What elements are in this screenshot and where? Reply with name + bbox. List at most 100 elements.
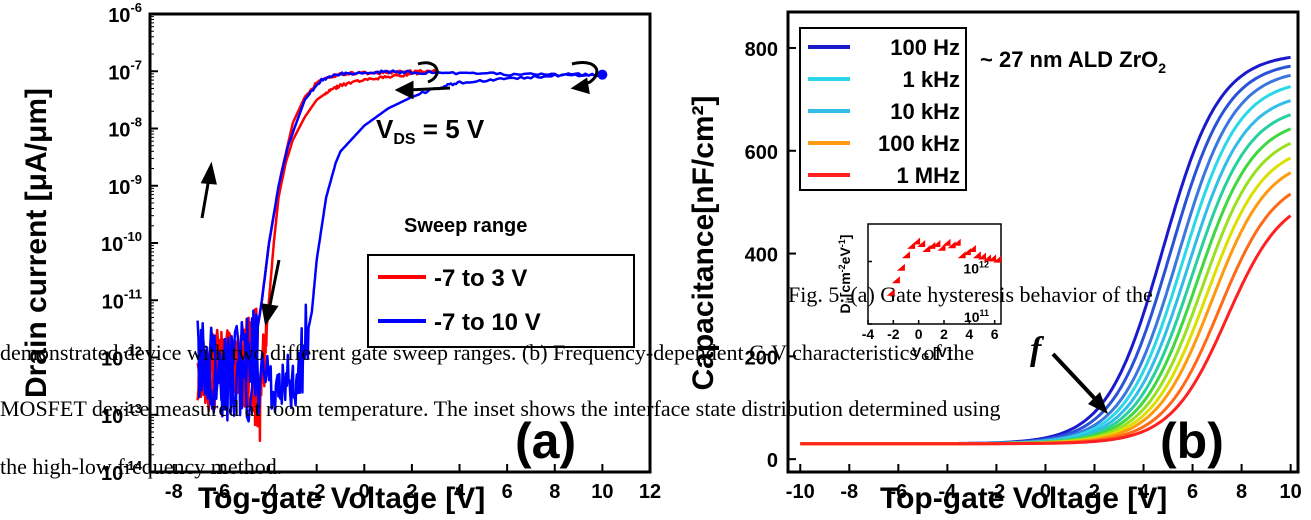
panel-a-x-tick-label: -6 xyxy=(213,481,231,503)
inset-points xyxy=(886,237,1002,296)
panel-a-x-ticks: -8 -6 -4 -2 0 2 4 6 8 10 12 xyxy=(165,464,661,503)
panel-a-x-tick-label: 0 xyxy=(359,481,370,503)
panel-a-x-tick-label: 4 xyxy=(454,481,466,503)
panel-a-y-tick-label: 10-7 xyxy=(108,57,142,84)
panel-b-legend: 100 Hz 1 kHz 10 kHz 100 kHz 1 MHz xyxy=(799,27,967,191)
panel-a-y-tick-label: 10-10 xyxy=(101,229,142,256)
inset-y-label: Dit[cm-2eV-1] xyxy=(837,235,856,314)
panel-a-x-label: Tog-gate Voltage [V] xyxy=(198,482,485,515)
inset-point xyxy=(957,251,966,259)
inset-y-tick-label: 1012 xyxy=(963,260,989,277)
panel-a-x-tick-label: 12 xyxy=(639,481,661,503)
inset-point xyxy=(886,288,895,296)
right-loop-arrow xyxy=(571,61,599,88)
panel-b-x-tick-label: -10 xyxy=(786,481,815,503)
inset-point xyxy=(952,238,961,246)
inset-point xyxy=(988,254,997,262)
panel-a-x-tick-label: 2 xyxy=(406,481,417,503)
mid-loop-arrow xyxy=(417,61,439,84)
inset-x-tick-label: 2 xyxy=(940,326,948,342)
panel-b-x-tick-label: -2 xyxy=(988,481,1006,503)
panel-a-y-tick-label: 10-13 xyxy=(101,401,142,428)
legend-box xyxy=(367,254,635,348)
panel-a-x-tick-label: -8 xyxy=(165,481,183,503)
frequency-arrow: f xyxy=(1030,331,1108,414)
panel-b-x-tick-label: 2 xyxy=(1089,481,1100,503)
inset-point xyxy=(962,248,971,256)
panel-b-legend-label: 1 MHz xyxy=(896,163,960,188)
panel-b-legend-label: 100 kHz xyxy=(878,131,960,156)
panel-b-x-tick-label: 4 xyxy=(1138,481,1150,503)
panel-a-y-tick-label: 10-11 xyxy=(102,286,142,313)
inset-point xyxy=(983,254,992,262)
panel-a-series-blue xyxy=(196,69,604,423)
down-arrow-shaft xyxy=(267,259,281,311)
panel-b-x-ticks: -10 -8 -6 -4 -2 0 2 4 6 8 10 xyxy=(786,464,1302,503)
panel-a-x-tick-label: -4 xyxy=(260,481,279,503)
panel-b-x-tick-label: 10 xyxy=(1280,481,1302,503)
inset-x-tick-label: -2 xyxy=(887,326,900,342)
inset-frame xyxy=(867,223,1002,325)
panel-b-y-tick-label: 600 xyxy=(745,142,778,164)
down-arrow-head xyxy=(261,303,279,326)
panel-b-y-tick-label: 200 xyxy=(745,347,778,369)
inset-point xyxy=(978,252,986,260)
inset-x-tick-label: -4 xyxy=(862,326,875,342)
inset-point xyxy=(947,241,956,249)
left-arrow-head xyxy=(394,80,414,100)
frequency-arrow-label: f xyxy=(1030,331,1045,368)
panel-a-y-tick-label: 10-12 xyxy=(101,344,142,371)
frequency-arrow-head xyxy=(1088,392,1108,414)
legend-label-red: -7 to 3 V xyxy=(434,265,527,292)
legend-label-blue: -7 to 10 V xyxy=(434,309,541,336)
vds-annotation: VDS = 5 V xyxy=(376,114,485,148)
inset-y-tick-label: 1011 xyxy=(964,308,989,325)
inset-point xyxy=(932,240,941,247)
panel-b-y-tick-label: 800 xyxy=(745,39,778,61)
panel-b-series xyxy=(800,55,1292,446)
panel-a-legend: -7 to 3 V -7 to 10 V xyxy=(367,254,635,348)
panel-b-y-label: Capacitance[nF/cm²] xyxy=(687,95,720,390)
panel-b-x-tick-label: 6 xyxy=(1187,481,1198,503)
panel-a-y-tick-label: 10-8 xyxy=(108,115,142,142)
left-arrow-shaft xyxy=(407,86,451,92)
panel-b-legend-label: 100 Hz xyxy=(890,35,960,60)
inset-point xyxy=(922,245,931,252)
panel-b-label: (b) xyxy=(1160,413,1224,469)
panel-b-y-tick-label: 0 xyxy=(767,450,778,472)
up-arrow-shaft xyxy=(200,177,211,219)
oxide-annotation: ~ 27 nm ALD ZrO2 xyxy=(980,47,1166,76)
inset-point xyxy=(917,240,926,247)
panel-b-x-tick-label: 0 xyxy=(1040,481,1051,503)
inset-point xyxy=(993,255,1002,263)
panel-b-legend-label: 10 kHz xyxy=(890,99,960,124)
panel-b-frame xyxy=(786,10,1300,474)
panel-a-y-tick-label: 10-9 xyxy=(108,172,142,199)
panel-a-x-tick-label: 6 xyxy=(502,481,513,503)
panel-a-label: (a) xyxy=(515,413,576,469)
blue-sweep-endpoint xyxy=(597,69,608,80)
inset-x-tick-label: 4 xyxy=(965,326,973,342)
legend-title: Sweep range xyxy=(404,215,527,237)
panel-a-y-label: Drain current [μA/μm] xyxy=(20,88,53,398)
panel-b-y-ticks: 0 200 400 600 800 xyxy=(745,39,796,472)
panel-a-y-tick-label: 10-14 xyxy=(101,458,143,485)
panel-b-x-tick-label: 8 xyxy=(1236,481,1247,503)
panel-a-series xyxy=(196,68,608,443)
panel-b-y-tick-label: 400 xyxy=(745,245,778,267)
inset-point xyxy=(942,238,951,246)
frequency-arrow-shaft xyxy=(1051,352,1100,404)
panel-b-x-tick-label: -8 xyxy=(840,481,858,503)
panel-b-legend-label: 1 kHz xyxy=(903,67,960,92)
panel-a-y-ticks: 10-14 10-13 10-12 10-11 10-10 10-9 10-8 10-7 10-… xyxy=(101,0,158,485)
sweep-arrows xyxy=(200,61,599,326)
inset-point xyxy=(891,276,900,284)
panel-a-x-tick-label: 8 xyxy=(549,481,560,503)
up-arrow-head xyxy=(200,161,217,185)
panel-b-series-11 xyxy=(800,214,1292,446)
panel-a-x-tick-label: -2 xyxy=(308,481,326,503)
inset-point xyxy=(972,251,981,259)
